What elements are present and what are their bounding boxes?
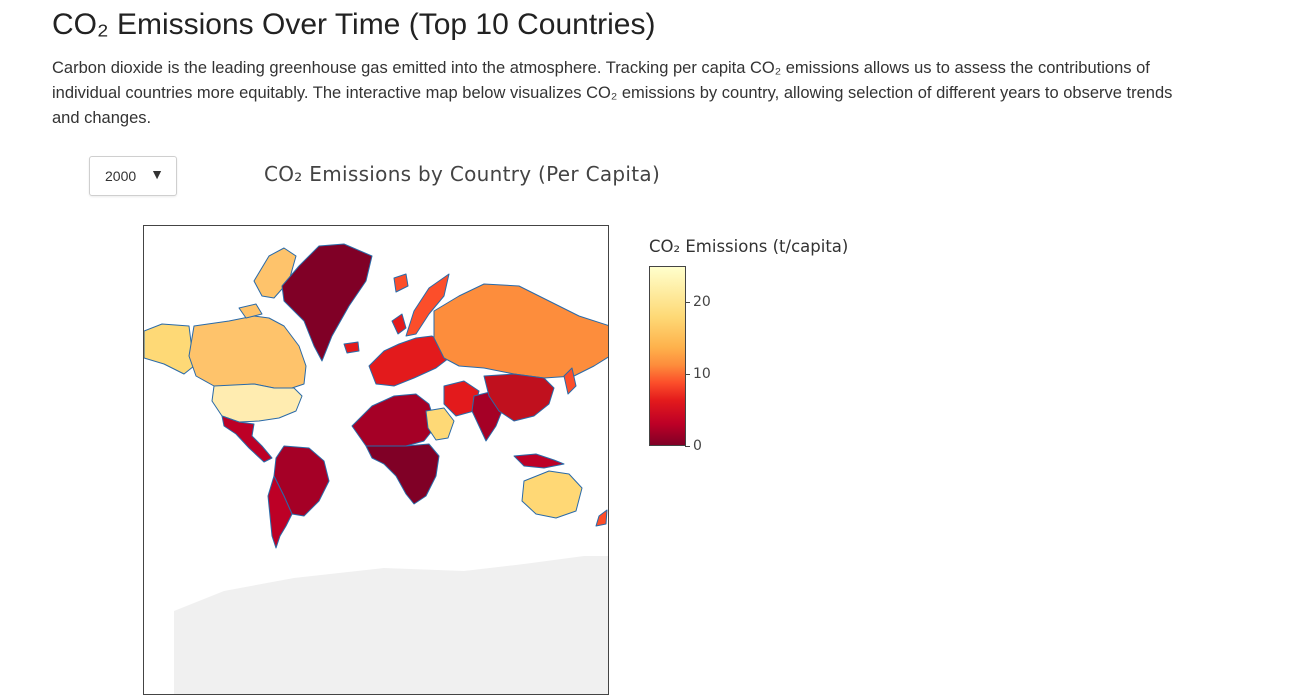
country-brazil[interactable] — [273, 445, 330, 517]
country-indonesia[interactable] — [513, 453, 565, 469]
country-canada-island[interactable] — [238, 303, 263, 319]
chevron-down-icon: ▼ — [150, 166, 164, 182]
colorbar-tick-label-10: 10 — [693, 366, 711, 382]
colorbar-tick-label-0: 0 — [693, 438, 702, 454]
country-iceland[interactable] — [343, 341, 360, 354]
colorbar-tick-20 — [685, 302, 690, 303]
country-uk[interactable] — [391, 313, 407, 335]
page-title: CO₂ Emissions Over Time (Top 10 Countrie… — [52, 8, 656, 41]
colorbar-title: CO₂ Emissions (t/capita) — [649, 237, 849, 256]
country-new-zealand[interactable] — [595, 509, 608, 527]
country-greenland[interactable] — [281, 243, 373, 362]
country-argentina[interactable] — [267, 475, 293, 549]
country-china[interactable] — [483, 373, 555, 422]
country-usa[interactable] — [211, 383, 303, 423]
country-africa[interactable] — [365, 443, 440, 505]
year-dropdown[interactable]: 2000 ▼ — [89, 156, 177, 196]
country-australia[interactable] — [521, 470, 583, 519]
colorbar-tick-0 — [685, 446, 690, 447]
country-north-africa[interactable] — [351, 393, 437, 449]
year-selected-value: 2000 — [105, 168, 137, 184]
country-mexico[interactable] — [221, 415, 273, 463]
country-norway[interactable] — [405, 273, 450, 337]
page-description: Carbon dioxide is the leading greenhouse… — [52, 59, 1173, 127]
country-russia[interactable] — [433, 283, 609, 379]
country-saudi-arabia[interactable] — [425, 407, 455, 441]
colorbar — [649, 266, 686, 446]
chart-title: CO₂ Emissions by Country (Per Capita) — [264, 162, 661, 186]
world-map-svg[interactable] — [144, 226, 609, 695]
colorbar-tick-10 — [685, 374, 690, 375]
country-canada[interactable] — [188, 315, 307, 389]
country-antarctica[interactable] — [174, 556, 609, 695]
country-canada-arctic[interactable] — [253, 247, 297, 299]
country-japan[interactable] — [563, 367, 577, 395]
colorbar-tick-label-20: 20 — [693, 294, 711, 310]
choropleth-map[interactable] — [143, 225, 609, 695]
country-svalbard[interactable] — [393, 273, 409, 293]
country-alaska[interactable] — [144, 323, 195, 375]
